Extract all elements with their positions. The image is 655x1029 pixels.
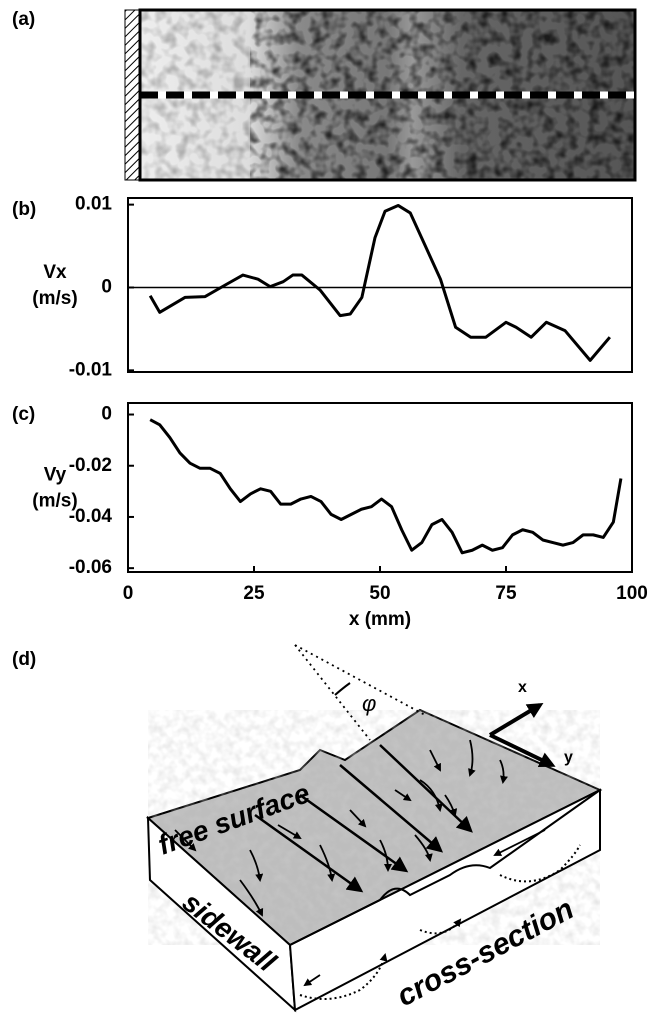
y-tick-label: 0 <box>101 404 112 425</box>
surface-texture <box>148 710 600 945</box>
axis-arrow <box>488 702 544 737</box>
axis-arrow <box>489 733 556 767</box>
y-tick-label: -0.02 <box>69 455 112 476</box>
panel-label: (b) <box>12 199 36 220</box>
surface-profile <box>289 789 601 946</box>
y-axis-label: (m/s) <box>32 288 77 309</box>
x-tick-label: 0 <box>123 583 134 604</box>
axis-label: x <box>518 679 527 696</box>
y-axis-label: Vx <box>43 262 67 283</box>
y-tick-label: -0.06 <box>69 557 112 578</box>
y-tick-label: -0.01 <box>69 359 113 380</box>
data-line <box>148 203 611 362</box>
sidewall-hatch <box>124 9 141 181</box>
angle-arc <box>334 682 351 696</box>
plot-frame <box>127 197 633 373</box>
x-tick-label: 25 <box>243 583 265 604</box>
data-line <box>149 418 623 555</box>
axis-label: y <box>564 749 573 766</box>
y-tick-label: -0.04 <box>69 506 113 527</box>
cross-flow-cells <box>299 844 581 1000</box>
y-axis-label: Vy <box>44 465 67 486</box>
angle-label: φ <box>362 691 376 716</box>
flow-arrows <box>174 739 546 987</box>
y-tick-label: 0.01 <box>75 194 112 215</box>
angle-cone <box>294 644 426 741</box>
y-axis-label: (m/s) <box>32 491 77 512</box>
panel-label: (d) <box>12 649 36 670</box>
y-tick-label: 0 <box>101 277 112 298</box>
x-axis-label: x (mm) <box>349 609 411 630</box>
x-tick-label: 75 <box>495 583 517 604</box>
x-tick-label: 50 <box>369 583 390 604</box>
panel-label: (a) <box>12 9 35 30</box>
x-tick-label: 100 <box>616 583 648 604</box>
plot-frame <box>127 402 633 573</box>
panel-label: (c) <box>12 404 35 425</box>
